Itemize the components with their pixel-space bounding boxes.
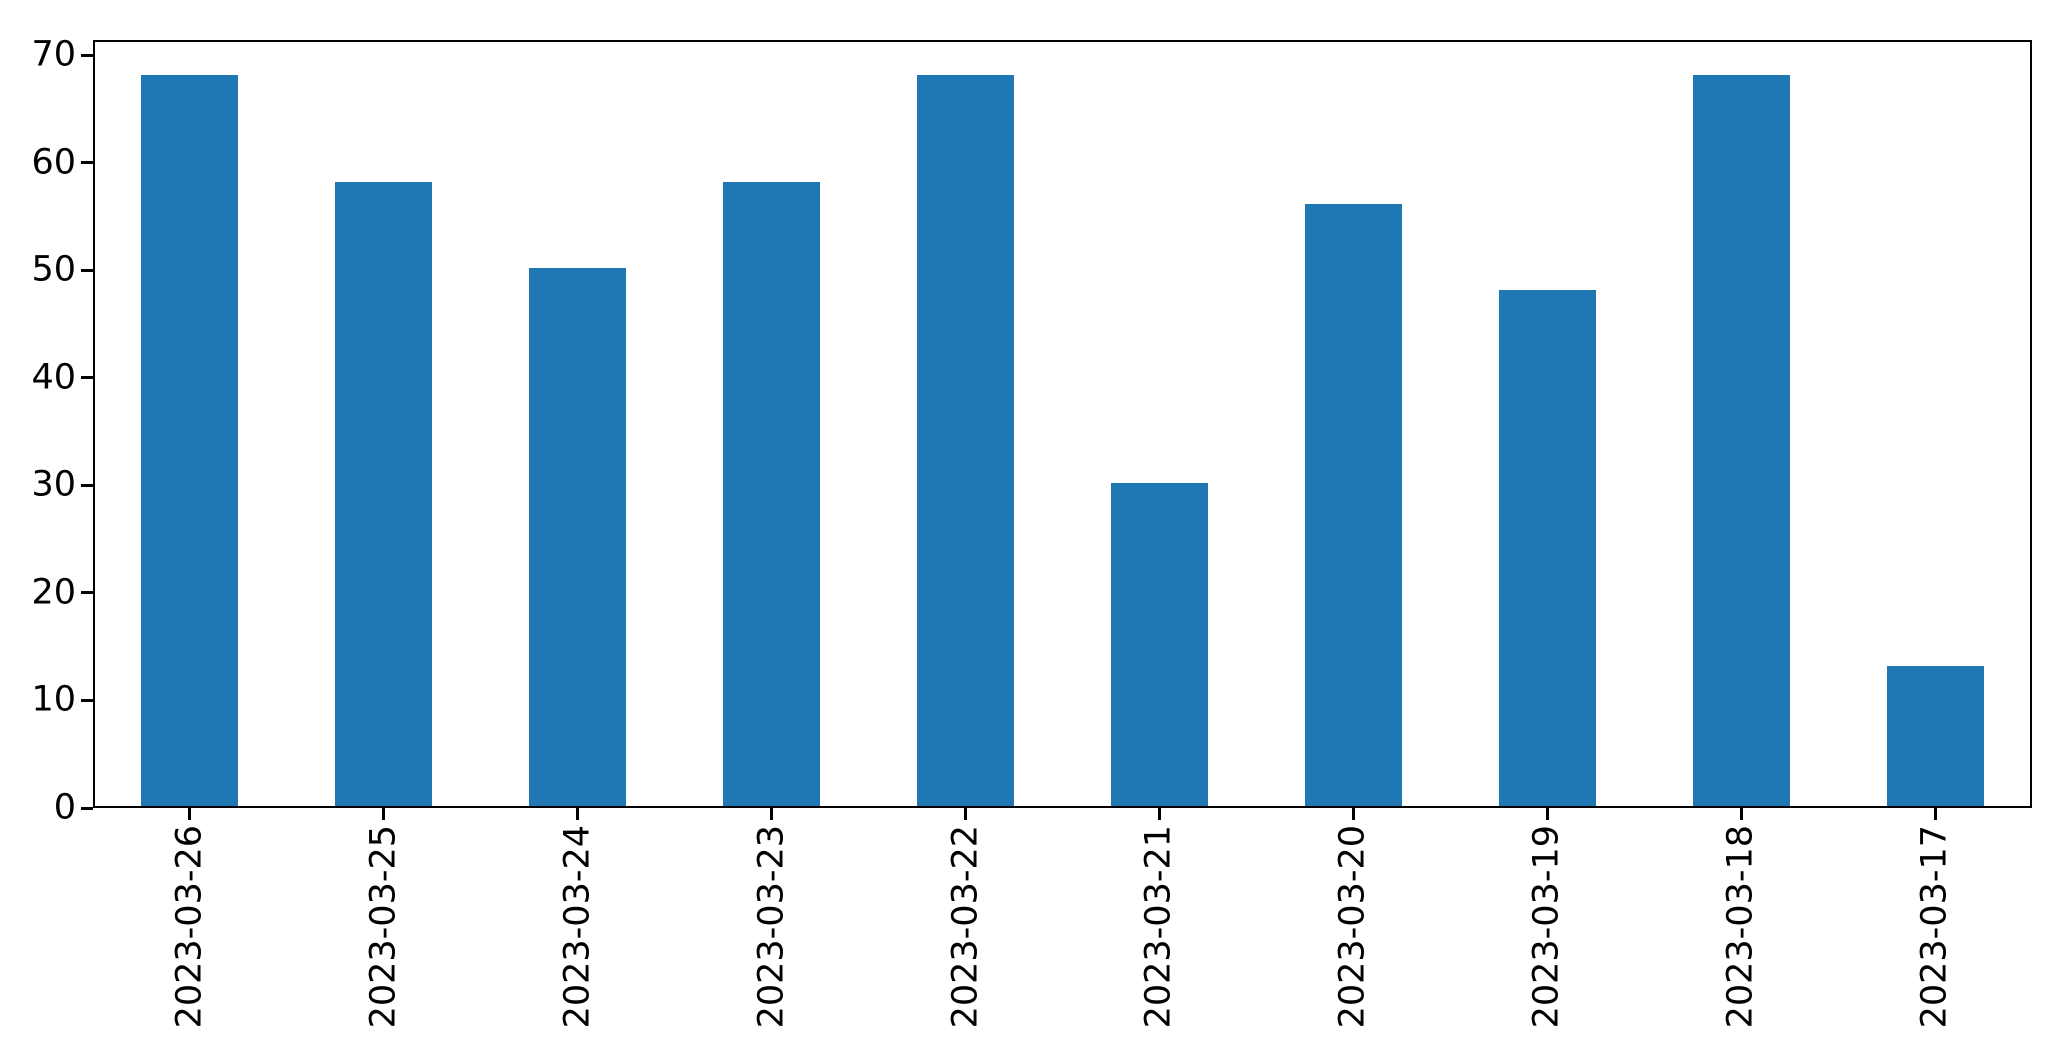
x-tick-mark	[1351, 808, 1355, 820]
y-tick-label: 30	[31, 464, 76, 505]
y-tick-mark	[81, 698, 93, 702]
x-tick-label: 2023-03-20	[1332, 825, 1373, 1029]
x-tick-mark	[1739, 808, 1743, 820]
x-tick-mark	[964, 808, 968, 820]
y-tick-mark	[81, 53, 93, 57]
bar	[1304, 203, 1402, 806]
y-tick-mark	[81, 161, 93, 165]
x-tick-mark	[576, 808, 580, 820]
y-tick-label: 40	[31, 357, 76, 398]
x-tick-label: 2023-03-23	[751, 825, 792, 1029]
bar	[1886, 666, 1984, 806]
y-tick-mark	[81, 268, 93, 272]
bar	[529, 268, 627, 806]
y-tick-label: 60	[31, 142, 76, 183]
x-tick-label: 2023-03-26	[169, 825, 210, 1029]
y-tick-label: 70	[31, 34, 76, 75]
y-tick-mark	[81, 483, 93, 487]
bar	[1110, 483, 1208, 806]
x-tick-label: 2023-03-18	[1720, 825, 1761, 1029]
y-tick-label: 10	[31, 679, 76, 720]
x-tick-label: 2023-03-17	[1914, 825, 1955, 1029]
bar	[335, 182, 433, 806]
y-tick-mark	[81, 376, 93, 380]
x-tick-mark	[1545, 808, 1549, 820]
bar	[723, 182, 821, 806]
x-tick-label: 2023-03-19	[1526, 825, 1567, 1029]
bar	[1692, 74, 1790, 806]
x-tick-label: 2023-03-21	[1138, 825, 1179, 1029]
x-tick-mark	[770, 808, 774, 820]
x-tick-mark	[188, 808, 192, 820]
x-tick-label: 2023-03-22	[945, 825, 986, 1029]
bar	[917, 74, 1014, 806]
bar	[141, 74, 239, 806]
y-tick-label: 20	[31, 572, 76, 613]
bar	[1498, 289, 1596, 806]
y-tick-mark	[81, 806, 93, 810]
y-tick-label: 0	[53, 787, 76, 828]
x-tick-label: 2023-03-24	[557, 825, 598, 1029]
x-tick-mark	[1933, 808, 1937, 820]
y-tick-label: 50	[31, 249, 76, 290]
x-tick-mark	[1157, 808, 1161, 820]
x-tick-mark	[382, 808, 386, 820]
x-tick-label: 2023-03-25	[363, 825, 404, 1029]
y-tick-mark	[81, 591, 93, 595]
plot-area	[93, 40, 2032, 808]
